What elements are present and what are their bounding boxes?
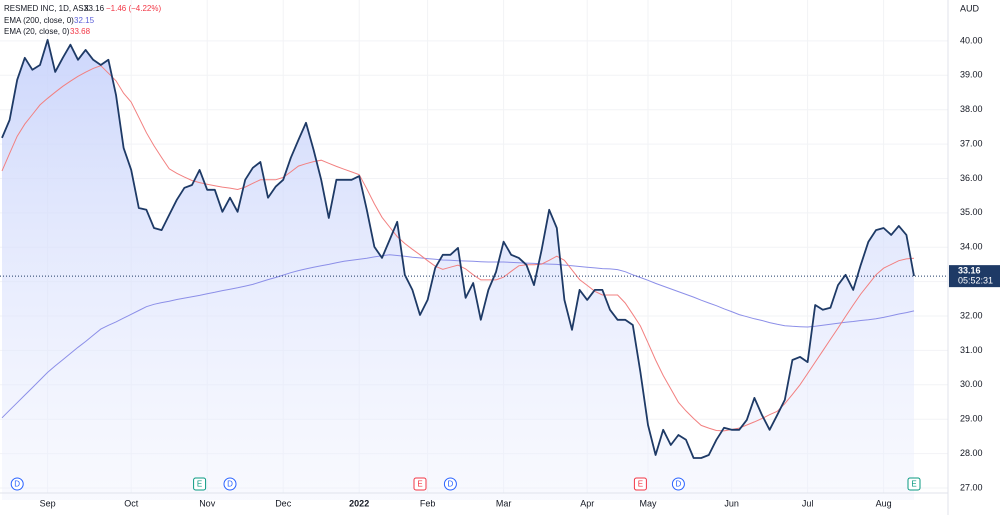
- y-tick-label: 39.00: [960, 70, 983, 80]
- event-icon: [413, 477, 427, 491]
- event-marker: E: [413, 477, 427, 491]
- price-line: [1, 39, 915, 459]
- x-tick-label: Dec: [275, 498, 292, 508]
- y-tick-label: 35.00: [960, 207, 983, 217]
- price-tag: [949, 265, 1000, 288]
- event-icon: [633, 477, 647, 491]
- legend-value: 32.15: [74, 16, 95, 25]
- x-tick-label: Nov: [199, 498, 216, 508]
- event-label: D: [14, 480, 20, 489]
- event-marker: D: [10, 477, 24, 491]
- legend: RESMED INC, 1D, ASX 33.16 −1.46 (−4.22%)…: [4, 4, 161, 36]
- currency: AUD: [960, 3, 980, 13]
- event-label: D: [448, 480, 454, 489]
- y-tick-label: 30.00: [960, 379, 983, 389]
- change: −1.46 (−4.22%): [106, 4, 161, 13]
- x-tick-label: 2022: [349, 498, 369, 508]
- event-icon: [443, 477, 457, 491]
- event-label: E: [911, 480, 916, 489]
- event-icon: [193, 477, 207, 491]
- event-label: D: [676, 480, 682, 489]
- x-tick-label: Sep: [40, 498, 56, 508]
- x-tick-label: Aug: [876, 498, 892, 508]
- x-tick-label: Jun: [724, 498, 739, 508]
- event-label: E: [638, 480, 643, 489]
- axis: 27.0028.0029.0030.0031.0032.0033.0034.00…: [40, 35, 1000, 508]
- event-label: D: [227, 480, 233, 489]
- y-tick-label: 37.00: [960, 138, 983, 148]
- y-tick-label: 34.00: [960, 242, 983, 252]
- legend-entry: EMA (20, close, 0): [4, 27, 70, 36]
- legend-entry: EMA (200, close, 0): [4, 16, 74, 25]
- y-tick-label: 27.00: [960, 482, 983, 492]
- legend-value: 33.68: [70, 27, 91, 36]
- last-price: 33.16: [84, 4, 105, 13]
- event-marker: D: [671, 477, 685, 491]
- symbol-name: RESMED INC, 1D, ASX: [4, 4, 90, 13]
- ema-line: [1, 65, 915, 432]
- event-icon: [223, 477, 237, 491]
- event-icon: [907, 477, 921, 491]
- area: [2, 39, 914, 501]
- countdown: 05:52:31: [958, 276, 993, 286]
- event-marker: E: [193, 477, 207, 491]
- event-marker: E: [633, 477, 647, 491]
- x-tick-label: Feb: [420, 498, 436, 508]
- y-tick-label: 40.00: [960, 35, 983, 45]
- x-tick-label: Mar: [496, 498, 512, 508]
- y-tick-label: 29.00: [960, 414, 983, 424]
- y-tick-label: 38.00: [960, 104, 983, 114]
- y-tick-label: 31.00: [960, 345, 983, 355]
- event-marker: D: [223, 477, 237, 491]
- y-tick-label: 36.00: [960, 173, 983, 183]
- y-tick-label: 28.00: [960, 448, 983, 458]
- ema-line: [1, 254, 915, 419]
- event-marker: D: [443, 477, 457, 491]
- x-tick-label: Oct: [124, 498, 139, 508]
- y-tick-label: 32.00: [960, 310, 983, 320]
- event-icon: [671, 477, 685, 491]
- x-tick-label: Apr: [580, 498, 594, 508]
- event-icon: [10, 477, 24, 491]
- x-tick-label: Jul: [802, 498, 814, 508]
- event-marker: E: [907, 477, 921, 491]
- event-label: E: [417, 480, 422, 489]
- x-tick-label: May: [639, 498, 657, 508]
- price-tag-label: 33.16: [958, 266, 981, 276]
- event-label: E: [197, 480, 202, 489]
